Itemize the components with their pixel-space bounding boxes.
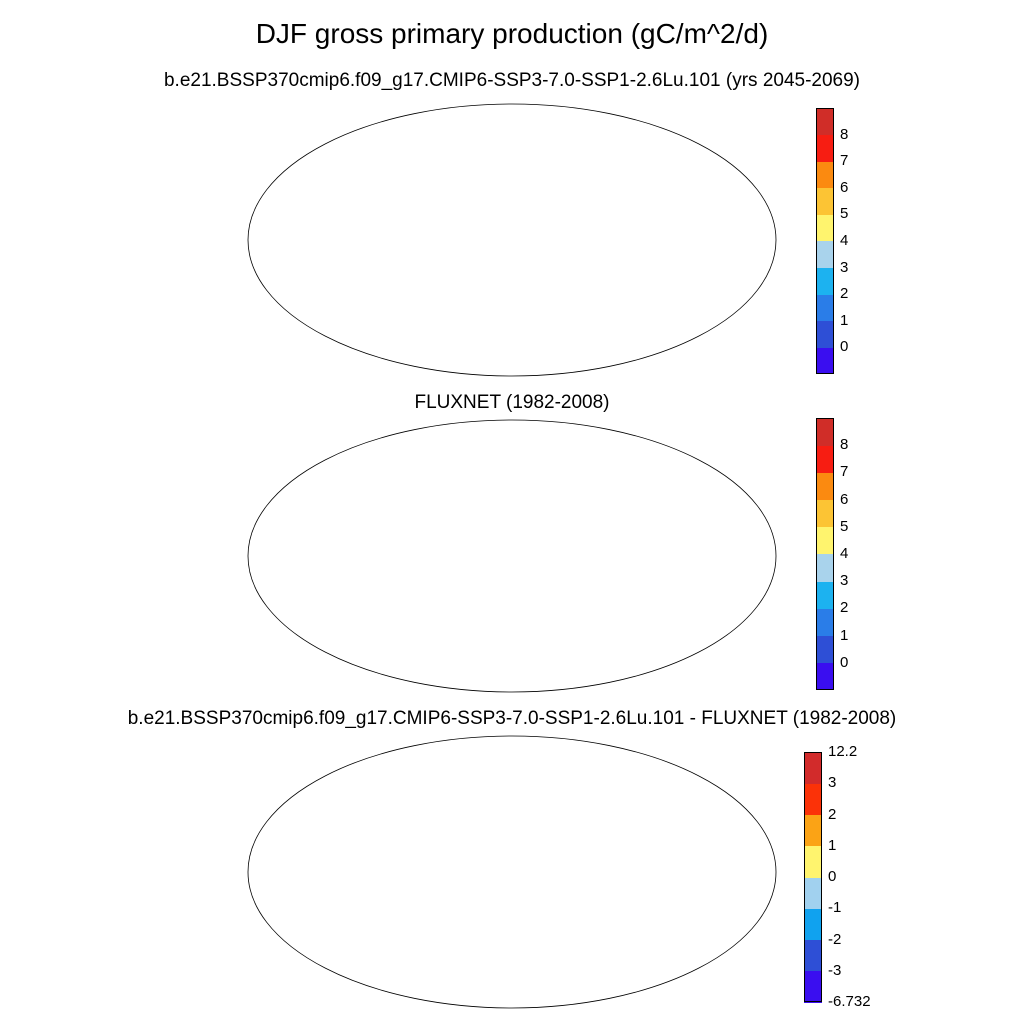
colorbar-tick-label: 8 bbox=[840, 436, 849, 454]
colorbar-swatch bbox=[816, 347, 834, 375]
colorbar-swatch bbox=[816, 294, 834, 322]
colorbar-swatch bbox=[816, 608, 834, 637]
colorbar-swatch bbox=[804, 970, 822, 1003]
colorbar-tick-label: 6 bbox=[840, 490, 849, 508]
colorbar-tick-label: 7 bbox=[840, 463, 849, 481]
colorbar-swatch bbox=[804, 814, 822, 847]
colorbar-tick-label: 3 bbox=[840, 572, 849, 590]
colorbar-swatch bbox=[816, 554, 834, 582]
colorbar-tick-label: -2 bbox=[828, 930, 842, 948]
colorbar-tick-label: 0 bbox=[840, 338, 849, 356]
colorbar-tick-label: 6 bbox=[840, 178, 849, 196]
colorbar-tick-label: 5 bbox=[840, 517, 849, 535]
colorbar-swatch bbox=[816, 472, 834, 501]
colorbar-swatch bbox=[816, 499, 834, 528]
colorbar-tick-label: 4 bbox=[840, 545, 849, 562]
colorbar-tick-label: 1 bbox=[840, 626, 849, 644]
colorbar-swatch bbox=[816, 320, 834, 348]
colorbar-swatch bbox=[804, 845, 822, 878]
colorbar-panel-2: 0 1 2 3 4 5 6 7 8 bbox=[816, 418, 848, 691]
colorbar-tick-label: -3 bbox=[828, 961, 842, 979]
colorbar-tick-label: 2 bbox=[840, 599, 849, 617]
colorbar-tick-label: 2 bbox=[828, 805, 837, 823]
colorbar-tick-label: -1 bbox=[828, 899, 842, 917]
figure-title: DJF gross primary production (gC/m^2/d) bbox=[255, 18, 769, 49]
colorbar-tick-label: 8 bbox=[840, 125, 849, 143]
colorbar-swatch bbox=[816, 267, 834, 295]
colorbar-swatch bbox=[804, 752, 822, 784]
colorbar-tick-label: 1 bbox=[840, 311, 849, 329]
colorbar-tick-label: 4 bbox=[840, 232, 849, 249]
colorbar-tick-label: 12.2 bbox=[828, 743, 858, 760]
colorbar-tick-label: 3 bbox=[828, 774, 837, 792]
colorbar-tick-label: 1 bbox=[828, 836, 837, 854]
colorbar-tick-label: 0 bbox=[840, 653, 849, 671]
colorbar-swatch bbox=[816, 187, 834, 215]
colorbar-swatch bbox=[816, 214, 834, 242]
colorbar-swatch bbox=[816, 161, 834, 189]
colorbar-tick-label: -6.732 bbox=[828, 993, 871, 1010]
colorbar-tick-label: 7 bbox=[840, 152, 849, 170]
colorbar-tick-label: 2 bbox=[840, 285, 849, 303]
colorbar-swatch bbox=[804, 877, 822, 909]
colorbar-tick-label: 5 bbox=[840, 205, 849, 223]
colorbar-swatch bbox=[816, 526, 834, 555]
map-boundary bbox=[247, 103, 777, 377]
colorbar-panel-3: -6.732 -3 -2 -1 0 1 2 3 12.2 bbox=[804, 743, 871, 1010]
colorbar-swatch bbox=[804, 783, 822, 815]
colorbar-swatch bbox=[816, 418, 834, 446]
map-panel-3 bbox=[247, 735, 777, 1009]
colorbar-swatch bbox=[804, 908, 822, 940]
map-boundary bbox=[247, 419, 777, 693]
colorbar-swatch bbox=[816, 662, 834, 691]
colorbar-swatch bbox=[816, 108, 834, 136]
panel-3-title: b.e21.BSSP370cmip6.f09_g17.CMIP6-SSP3-7.… bbox=[127, 708, 897, 729]
colorbar-panel-1: 0 1 2 3 4 5 6 7 8 bbox=[816, 108, 848, 375]
map-panel-1 bbox=[247, 103, 777, 377]
colorbar-swatch bbox=[816, 635, 834, 664]
colorbar-swatch bbox=[816, 445, 834, 473]
colorbar-swatch bbox=[804, 939, 822, 972]
colorbar-swatch bbox=[816, 241, 834, 269]
colorbar-swatch bbox=[816, 581, 834, 609]
colorbar-tick-label: 3 bbox=[840, 258, 849, 276]
map-boundary bbox=[247, 735, 777, 1009]
colorbar-swatch bbox=[816, 134, 834, 162]
panel-2-title: FLUXNET (1982-2008) bbox=[414, 392, 610, 413]
map-panel-2 bbox=[247, 419, 777, 693]
colorbar-tick-label: 0 bbox=[828, 868, 837, 885]
panel-1-title: b.e21.BSSP370cmip6.f09_g17.CMIP6-SSP3-7.… bbox=[163, 70, 861, 91]
